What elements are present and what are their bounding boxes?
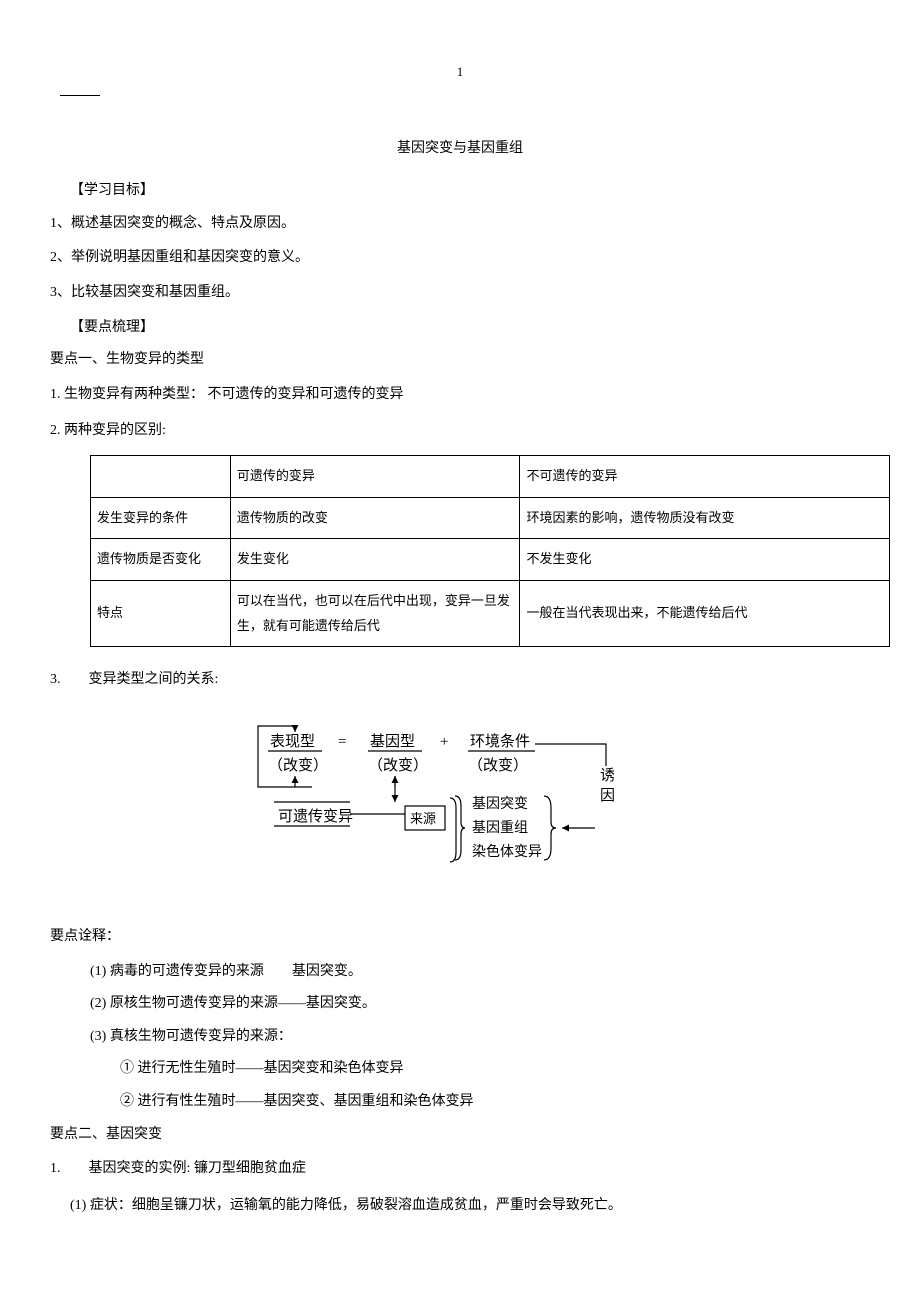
table-cell: 发生变化 (230, 539, 520, 581)
table-cell: 特点 (91, 581, 231, 647)
point1-sub2: 2. 两种变异的区别: (50, 418, 870, 445)
svg-text:诱: 诱 (600, 767, 615, 784)
svg-text:可遗传变异: 可遗传变异 (278, 808, 353, 825)
table-cell: 不发生变化 (520, 539, 890, 581)
top-rule (60, 95, 100, 96)
interp-item: (3) 真核生物可遗传变异的来源： (90, 1024, 870, 1051)
svg-text:+: + (440, 734, 448, 750)
table-cell: 发生变异的条件 (91, 497, 231, 539)
svg-text:基因突变: 基因突变 (472, 795, 528, 812)
table-cell: 遗传物质的改变 (230, 497, 520, 539)
interp-item: (2) 原核生物可遗传变异的来源——基因突变。 (90, 991, 870, 1018)
doc-title: 基因突变与基因重组 (50, 136, 870, 163)
svg-text:（改变）: （改变） (368, 757, 428, 774)
svg-text:染色体变异: 染色体变异 (472, 843, 542, 860)
table-row: 特点 可以在当代，也可以在后代中出现，变异一旦发生，就有可能遗传给后代 一般在当… (91, 581, 890, 647)
point2-sub1-1: (1) 症状：细胞呈镰刀状，运输氧的能力降低，易破裂溶血造成贫血，严重时会导致死… (70, 1193, 870, 1220)
interp-subitem: ② 进行有性生殖时——基因突变、基因重组和染色体变异 (120, 1089, 870, 1116)
point2-sub1: 1. 基因突变的实例: 镰刀型细胞贫血症 (50, 1156, 870, 1183)
table-cell: 一般在当代表现出来，不能遗传给后代 (520, 581, 890, 647)
point2-title: 要点二、基因突变 (50, 1122, 870, 1149)
relation-diagram: 表现型 = 基因型 + 环境条件 （改变） （改变） （改变） 可遗传变异 来源 (250, 724, 670, 894)
svg-text:来源: 来源 (410, 811, 436, 826)
points-heading: 【要点梳理】 (70, 315, 870, 342)
objectives-heading: 【学习目标】 (70, 178, 870, 205)
point1-title: 要点一、生物变异的类型 (50, 347, 870, 374)
table-row: 遗传物质是否变化 发生变化 不发生变化 (91, 539, 890, 581)
table-cell: 不可遗传的变异 (520, 456, 890, 498)
svg-text:表现型: 表现型 (270, 733, 315, 750)
point1-sub1: 1. 生物变异有两种类型： 不可遗传的变异和可遗传的变异 (50, 382, 870, 409)
objective-item: 2、举例说明基因重组和基因突变的意义。 (50, 245, 870, 272)
point1-sub3: 3. 变异类型之间的关系: (50, 667, 870, 694)
table-row: 可遗传的变异 不可遗传的变异 (91, 456, 890, 498)
table-cell: 可遗传的变异 (230, 456, 520, 498)
objective-item: 3、比较基因突变和基因重组。 (50, 280, 870, 307)
svg-text:环境条件: 环境条件 (470, 732, 530, 750)
table-cell (91, 456, 231, 498)
table-row: 发生变异的条件 遗传物质的改变 环境因素的影响，遗传物质没有改变 (91, 497, 890, 539)
table-cell: 可以在当代，也可以在后代中出现，变异一旦发生，就有可能遗传给后代 (230, 581, 520, 647)
page-number: 1 (50, 60, 870, 85)
interpretation-heading: 要点诠释： (50, 924, 870, 951)
objective-item: 1、概述基因突变的概念、特点及原因。 (50, 211, 870, 238)
interp-subitem: ① 进行无性生殖时——基因突变和染色体变异 (120, 1056, 870, 1083)
svg-text:基因型: 基因型 (370, 733, 415, 750)
svg-text:因: 因 (600, 787, 615, 804)
svg-text:=: = (338, 734, 346, 750)
svg-text:（改变）: （改变） (268, 757, 328, 774)
table-cell: 环境因素的影响，遗传物质没有改变 (520, 497, 890, 539)
table-cell: 遗传物质是否变化 (91, 539, 231, 581)
svg-text:基因重组: 基因重组 (472, 819, 528, 836)
variation-table: 可遗传的变异 不可遗传的变异 发生变异的条件 遗传物质的改变 环境因素的影响，遗… (90, 455, 890, 647)
interp-item: (1) 病毒的可遗传变异的来源 基因突变。 (90, 959, 870, 986)
svg-text:（改变）: （改变） (468, 757, 528, 774)
